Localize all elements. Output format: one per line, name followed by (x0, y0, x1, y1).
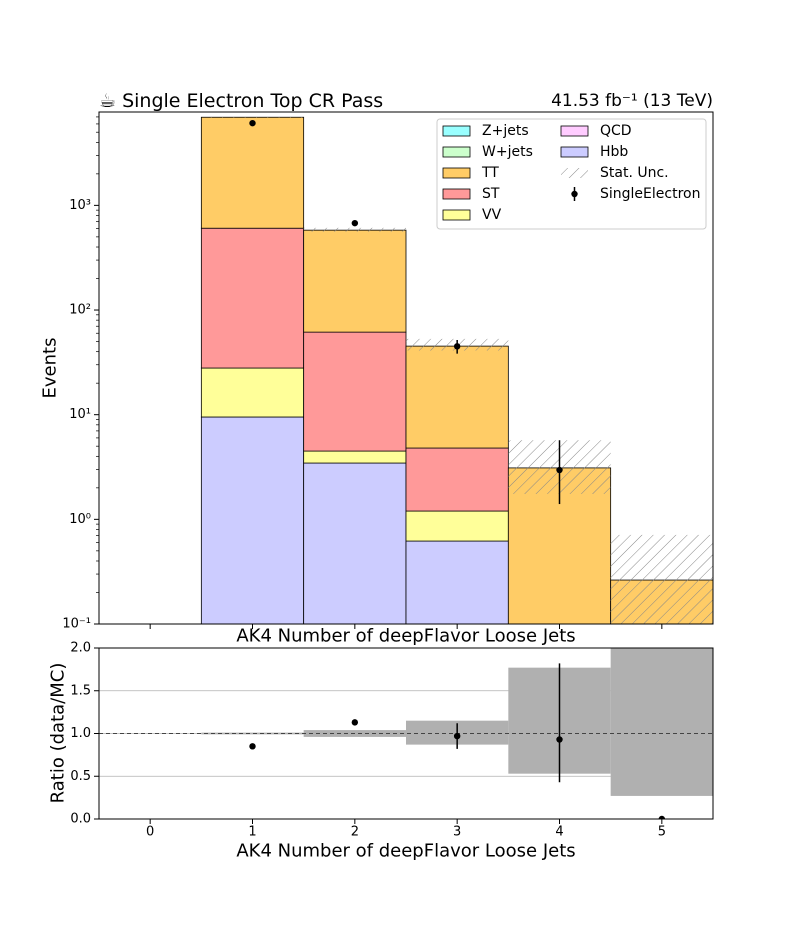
y-tick-label: 10⁰ (69, 512, 91, 527)
legend-swatch (442, 209, 471, 221)
x-tick-label: 4 (555, 825, 563, 840)
y-tick-label: 2.0 (70, 641, 91, 656)
data-point (351, 219, 359, 227)
y-tick-label: 10⁻¹ (62, 617, 91, 632)
x-tick-label: 3 (453, 825, 461, 840)
x-axis-label: AK4 Number of deepFlavor Loose Jets (236, 841, 575, 862)
stat-unc (201, 116, 304, 118)
y-axis-label: Events (40, 338, 61, 399)
chart-title: ☕ Single Electron Top CR Pass (99, 90, 383, 112)
y-tick-label: 10² (69, 303, 91, 318)
legend-swatch (560, 125, 589, 137)
ratio-point (556, 736, 563, 743)
legend-swatch (442, 167, 471, 179)
x-tick-label: 0 (146, 825, 154, 840)
stack-segment (303, 462, 407, 624)
legend-label: W+jets (482, 144, 533, 160)
ratio-point (658, 815, 666, 819)
legend-label: Hbb (600, 144, 628, 160)
legend-label: VV (482, 207, 502, 223)
stack-segment (303, 450, 407, 464)
legend-label: QCD (600, 123, 632, 139)
stat-unc (303, 227, 406, 232)
legend-label: Z+jets (482, 123, 529, 139)
x-tick-label: 5 (658, 825, 666, 840)
y-tick-label: 1.0 (70, 726, 91, 741)
main-plot (200, 116, 713, 624)
x-tick-label: 1 (248, 825, 256, 840)
axes-frame (98, 111, 714, 625)
legend-swatch (442, 188, 471, 200)
mc-unc-band (201, 732, 304, 735)
axes: 10⁻¹ 10⁰ 10¹ 10² 10³ Z+jets W+jets TT ST VV QCD Hbb… (62, 111, 714, 840)
data-point (556, 466, 563, 474)
legend-swatch (561, 168, 588, 178)
stack-segment (405, 447, 509, 512)
stat-unc (610, 534, 713, 624)
ratio-plot (99, 648, 713, 819)
data-point (453, 343, 461, 350)
legend-swatch (442, 125, 471, 137)
stack-segment (200, 116, 305, 229)
x-tick-label: 2 (351, 825, 359, 840)
y-tick-label: 0.0 (70, 812, 91, 827)
legend-swatch (560, 146, 589, 158)
ratio-point (249, 743, 256, 750)
y-tick-label: 10³ (69, 198, 91, 213)
stack-segment (303, 331, 407, 452)
stack-segment (200, 227, 305, 369)
stack-segment (405, 510, 509, 542)
y-tick-label: 0.5 (70, 769, 91, 784)
data-point (249, 119, 256, 127)
lumi-label: 41.53 fb⁻¹ (13 TeV) (551, 91, 713, 111)
x-axis-label: AK4 Number of deepFlavor Loose Jets (236, 626, 575, 647)
stack-segment (405, 345, 509, 449)
legend-label: TT (481, 165, 499, 181)
legend-label: ST (482, 186, 500, 202)
stack-segment (200, 416, 305, 624)
y-axis-label: Ratio (data/MC) (48, 663, 69, 804)
legend-label: SingleElectron (600, 186, 700, 202)
mc-unc-band (610, 648, 713, 796)
y-tick-label: 1.5 (70, 683, 91, 698)
legend-label: Stat. Unc. (600, 165, 669, 181)
ratio-point (351, 719, 359, 726)
legend-swatch (571, 190, 578, 198)
y-tick-label: 10¹ (69, 407, 91, 422)
ratio-point (453, 732, 461, 740)
stack-segment (405, 540, 509, 624)
legend-swatch (442, 146, 471, 158)
stack-segment (200, 367, 305, 418)
stack-segment (303, 229, 407, 333)
